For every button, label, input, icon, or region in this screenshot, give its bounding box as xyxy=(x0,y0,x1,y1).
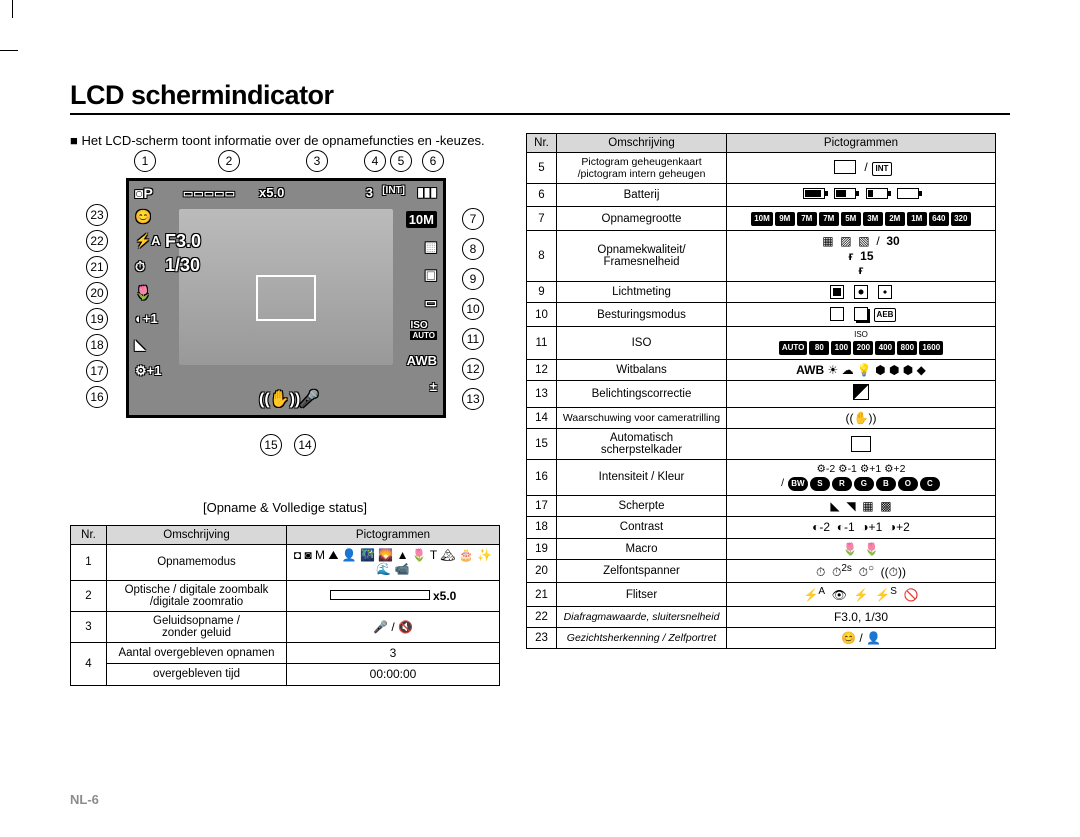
lcd-screen: ◙P ▭▭▭▭▭ x5.0 3 [INT] ▮▮▮ 😊 F3.0 ⚡A 1/30… xyxy=(126,178,446,418)
lcd-card-icon: [INT] xyxy=(382,185,405,196)
lcd-face-icon: 😊 xyxy=(135,209,151,225)
callout-14: 14 xyxy=(294,434,316,456)
callout-20: 20 xyxy=(86,282,108,304)
table-row: 2 Optische / digitale zoombalk /digitale… xyxy=(71,580,500,611)
table-row: 12Witbalans AWB ☀ ☁ 💡 ⬢ ⬢ ⬢ ◆ xyxy=(527,359,996,380)
intro-text: Het LCD-scherm toont informatie over de … xyxy=(70,133,500,148)
lcd-caption: [Opname & Volledige status] xyxy=(70,500,500,515)
callout-10: 10 xyxy=(462,298,484,320)
table-row: 19Macro 🌷 🌷 xyxy=(527,538,996,559)
lcd-size: 10M xyxy=(406,211,437,228)
th-picto: Pictogrammen xyxy=(287,526,500,545)
lcd-batt-icon: ▮▮▮ xyxy=(417,185,437,199)
callout-4: 4 xyxy=(364,150,386,172)
th-picto: Pictogrammen xyxy=(727,134,996,153)
th-desc: Omschrijving xyxy=(107,526,287,545)
table-row: 14Waarschuwing voor cameratrilling ((✋)) xyxy=(527,407,996,428)
callout-6: 6 xyxy=(422,150,444,172)
lcd-timer-icon: ⏱ xyxy=(135,259,145,275)
lcd-shots: 3 xyxy=(366,185,373,200)
callout-12: 12 xyxy=(462,358,484,380)
callout-23: 23 xyxy=(86,204,108,226)
lcd-meter-icon: ▣ xyxy=(425,267,437,283)
table-row: 10Besturingsmodus AEB xyxy=(527,303,996,327)
page-title: LCD schermindicator xyxy=(70,80,1010,115)
table-row: 4 Aantal overgebleven opnamen 3 xyxy=(71,642,500,663)
callout-15: 15 xyxy=(260,434,282,456)
callout-2: 2 xyxy=(218,150,240,172)
table-row: 5Pictogram geheugenkaart /pictogram inte… xyxy=(527,153,996,184)
table-row: 15Automatisch scherpstelkader xyxy=(527,429,996,460)
table-row: 7Opnamegrootte 10M9M7M7M5M3M2M1M640320 xyxy=(527,207,996,231)
lcd-sat-icon: ⚙+1 xyxy=(135,363,161,379)
table-row: 9Lichtmeting xyxy=(527,281,996,303)
table-row: 16Intensiteit / Kleur ⚙-2 ⚙-1 ⚙+1 ⚙+2/ B… xyxy=(527,460,996,496)
lcd-aperture: F3.0 xyxy=(165,231,201,252)
lcd-zoombar: ▭▭▭▭▭ xyxy=(183,187,235,200)
left-column: Het LCD-scherm toont informatie over de … xyxy=(70,133,500,686)
table-right: Nr. Omschrijving Pictogrammen 5Pictogram… xyxy=(526,133,996,649)
callout-22: 22 xyxy=(86,230,108,252)
lcd-sharp-icon: ◣ xyxy=(135,337,145,353)
callout-3: 3 xyxy=(306,150,328,172)
lcd-shutter: 1/30 xyxy=(165,255,200,276)
callout-7: 7 xyxy=(462,208,484,230)
callout-16: 16 xyxy=(86,386,108,408)
lcd-mode-icon: ◙P xyxy=(135,185,153,201)
lcd-zoom: x5.0 xyxy=(259,185,284,200)
af-frame xyxy=(256,275,316,321)
table-row: 13Belichtingscorrectie xyxy=(527,381,996,407)
callout-1: 1 xyxy=(134,150,156,172)
lcd-quality-icon: ▦ xyxy=(425,239,437,255)
table-row: 18Contrast ◐-2 ◐-1 ◑+1 ◑+2 xyxy=(527,517,996,538)
callout-21: 21 xyxy=(86,256,108,278)
callout-18: 18 xyxy=(86,334,108,356)
callout-19: 19 xyxy=(86,308,108,330)
table-row: 20Zelfontspanner ⏱ ⏱2s ⏱○ ((⏱)) xyxy=(527,559,996,582)
table-row: 22Diafragmawaarde, sluitersnelheid F3.0,… xyxy=(527,606,996,627)
callout-11: 11 xyxy=(462,328,484,350)
columns: Het LCD-scherm toont informatie over de … xyxy=(70,133,1010,686)
table-row: overgebleven tijd 00:00:00 xyxy=(71,664,500,685)
lcd-macro-icon: 🌷 xyxy=(135,285,151,301)
callout-9: 9 xyxy=(462,268,484,290)
intro-bullet: Het LCD-scherm toont informatie over de … xyxy=(70,133,485,148)
table-row: 8Opnamekwaliteit/ Framesnelheid ▦ ▨ ▧ / … xyxy=(527,231,996,281)
right-column: Nr. Omschrijving Pictogrammen 5Pictogram… xyxy=(526,133,996,686)
table-row: 11ISO ISOAUTO801002004008001600 xyxy=(527,327,996,360)
th-nr: Nr. xyxy=(527,134,557,153)
callout-5: 5 xyxy=(390,150,412,172)
table-row: 23Gezichtsherkenning / Zelfportret 😊 / 👤 xyxy=(527,628,996,649)
table-row: 6Batterij xyxy=(527,184,996,207)
lcd-shake-icon: ((✋)) xyxy=(259,389,300,409)
page-footer: NL-6 xyxy=(70,792,99,807)
lcd-contrast-icon: ◐+1 xyxy=(135,311,158,326)
callout-13: 13 xyxy=(462,388,484,410)
lcd-awb: AWB xyxy=(407,353,437,368)
table-row: 17Scherpte ◣ ◥ ▦ ▩ xyxy=(527,495,996,516)
lcd-mic-icon: 🎤 xyxy=(299,389,319,409)
callout-17: 17 xyxy=(86,360,108,382)
th-nr: Nr. xyxy=(71,526,107,545)
lcd-iso: ISOAUTO xyxy=(410,321,437,341)
lcd-flash-icon: ⚡A xyxy=(135,233,161,249)
lcd-drive-icon: ▭ xyxy=(425,295,437,311)
table-row: 1 Opnamemodus ◘ ◙ M ⛰ 👤 🌃 🌄 ▲ 🌷 T 🏔 🎂 ✨ … xyxy=(71,545,500,581)
table-left: Nr. Omschrijving Pictogrammen 1 Opnamemo… xyxy=(70,525,500,686)
lcd-ev-icon: ± xyxy=(430,379,437,394)
table-row: 3 Geluidsopname / zonder geluid 🎤 / 🔇 xyxy=(71,611,500,642)
lcd-diagram: 1 2 3 4 5 6 23 22 21 20 19 18 17 16 7 8 … xyxy=(70,156,500,496)
th-desc: Omschrijving xyxy=(557,134,727,153)
page: LCD schermindicator Het LCD-scherm toont… xyxy=(70,80,1010,686)
callout-8: 8 xyxy=(462,238,484,260)
table-row: 21Flitser A 👁 S 🚫 xyxy=(527,583,996,606)
